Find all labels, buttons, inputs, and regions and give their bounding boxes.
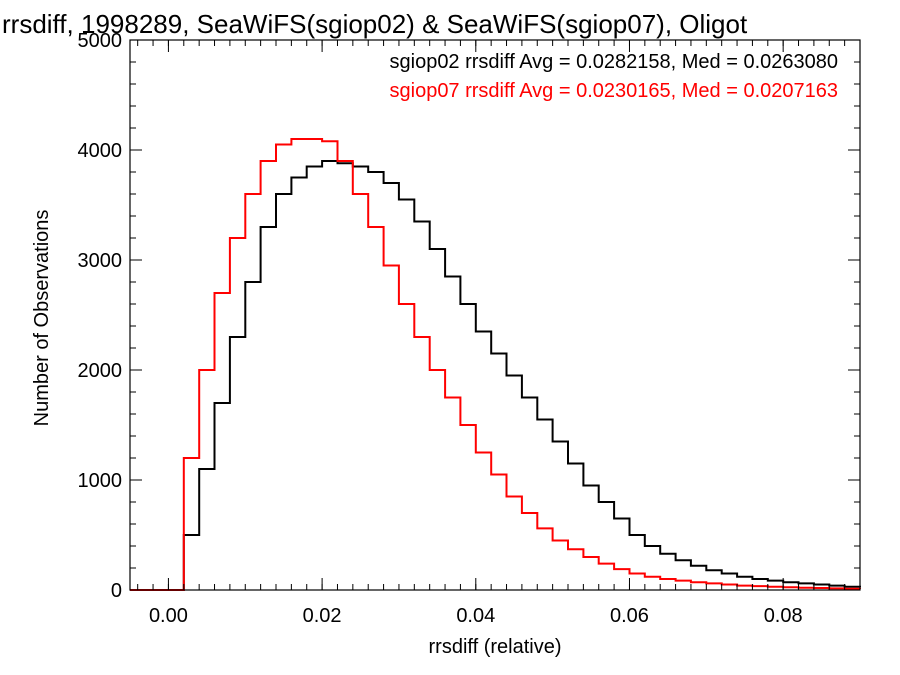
y-tick-label: 3000 (78, 250, 123, 272)
y-tick-label: 4000 (78, 140, 123, 162)
x-tick-label: 0.08 (764, 605, 803, 627)
y-tick-label: 2000 (78, 360, 123, 382)
y-axis-label: Number of Observations (31, 210, 53, 427)
annotation-sgiop07: sgiop07 rrsdiff Avg = 0.0230165, Med = 0… (390, 80, 839, 102)
annotation-sgiop02: sgiop02 rrsdiff Avg = 0.0282158, Med = 0… (390, 51, 839, 73)
x-tick-label: 0.06 (610, 605, 649, 627)
y-tick-label: 1000 (78, 470, 123, 492)
y-tick-label: 5000 (78, 30, 123, 52)
x-axis-label: rrsdiff (relative) (429, 636, 562, 658)
x-tick-label: 0.04 (456, 605, 495, 627)
chart-title: rrsdiff, 1998289, SeaWiFS(sgiop02) & Sea… (2, 9, 748, 39)
y-tick-label: 0 (111, 580, 122, 602)
plot-frame (129, 39, 861, 591)
axes: 0.00 0.02 0.04 0.06 0.08 0 1000 2000 3000 4000 500… (78, 30, 861, 627)
x-tick-label: 0.00 (149, 605, 188, 627)
series-line-sgiop02 (130, 160, 861, 591)
x-tick-label: 0.02 (303, 605, 342, 627)
